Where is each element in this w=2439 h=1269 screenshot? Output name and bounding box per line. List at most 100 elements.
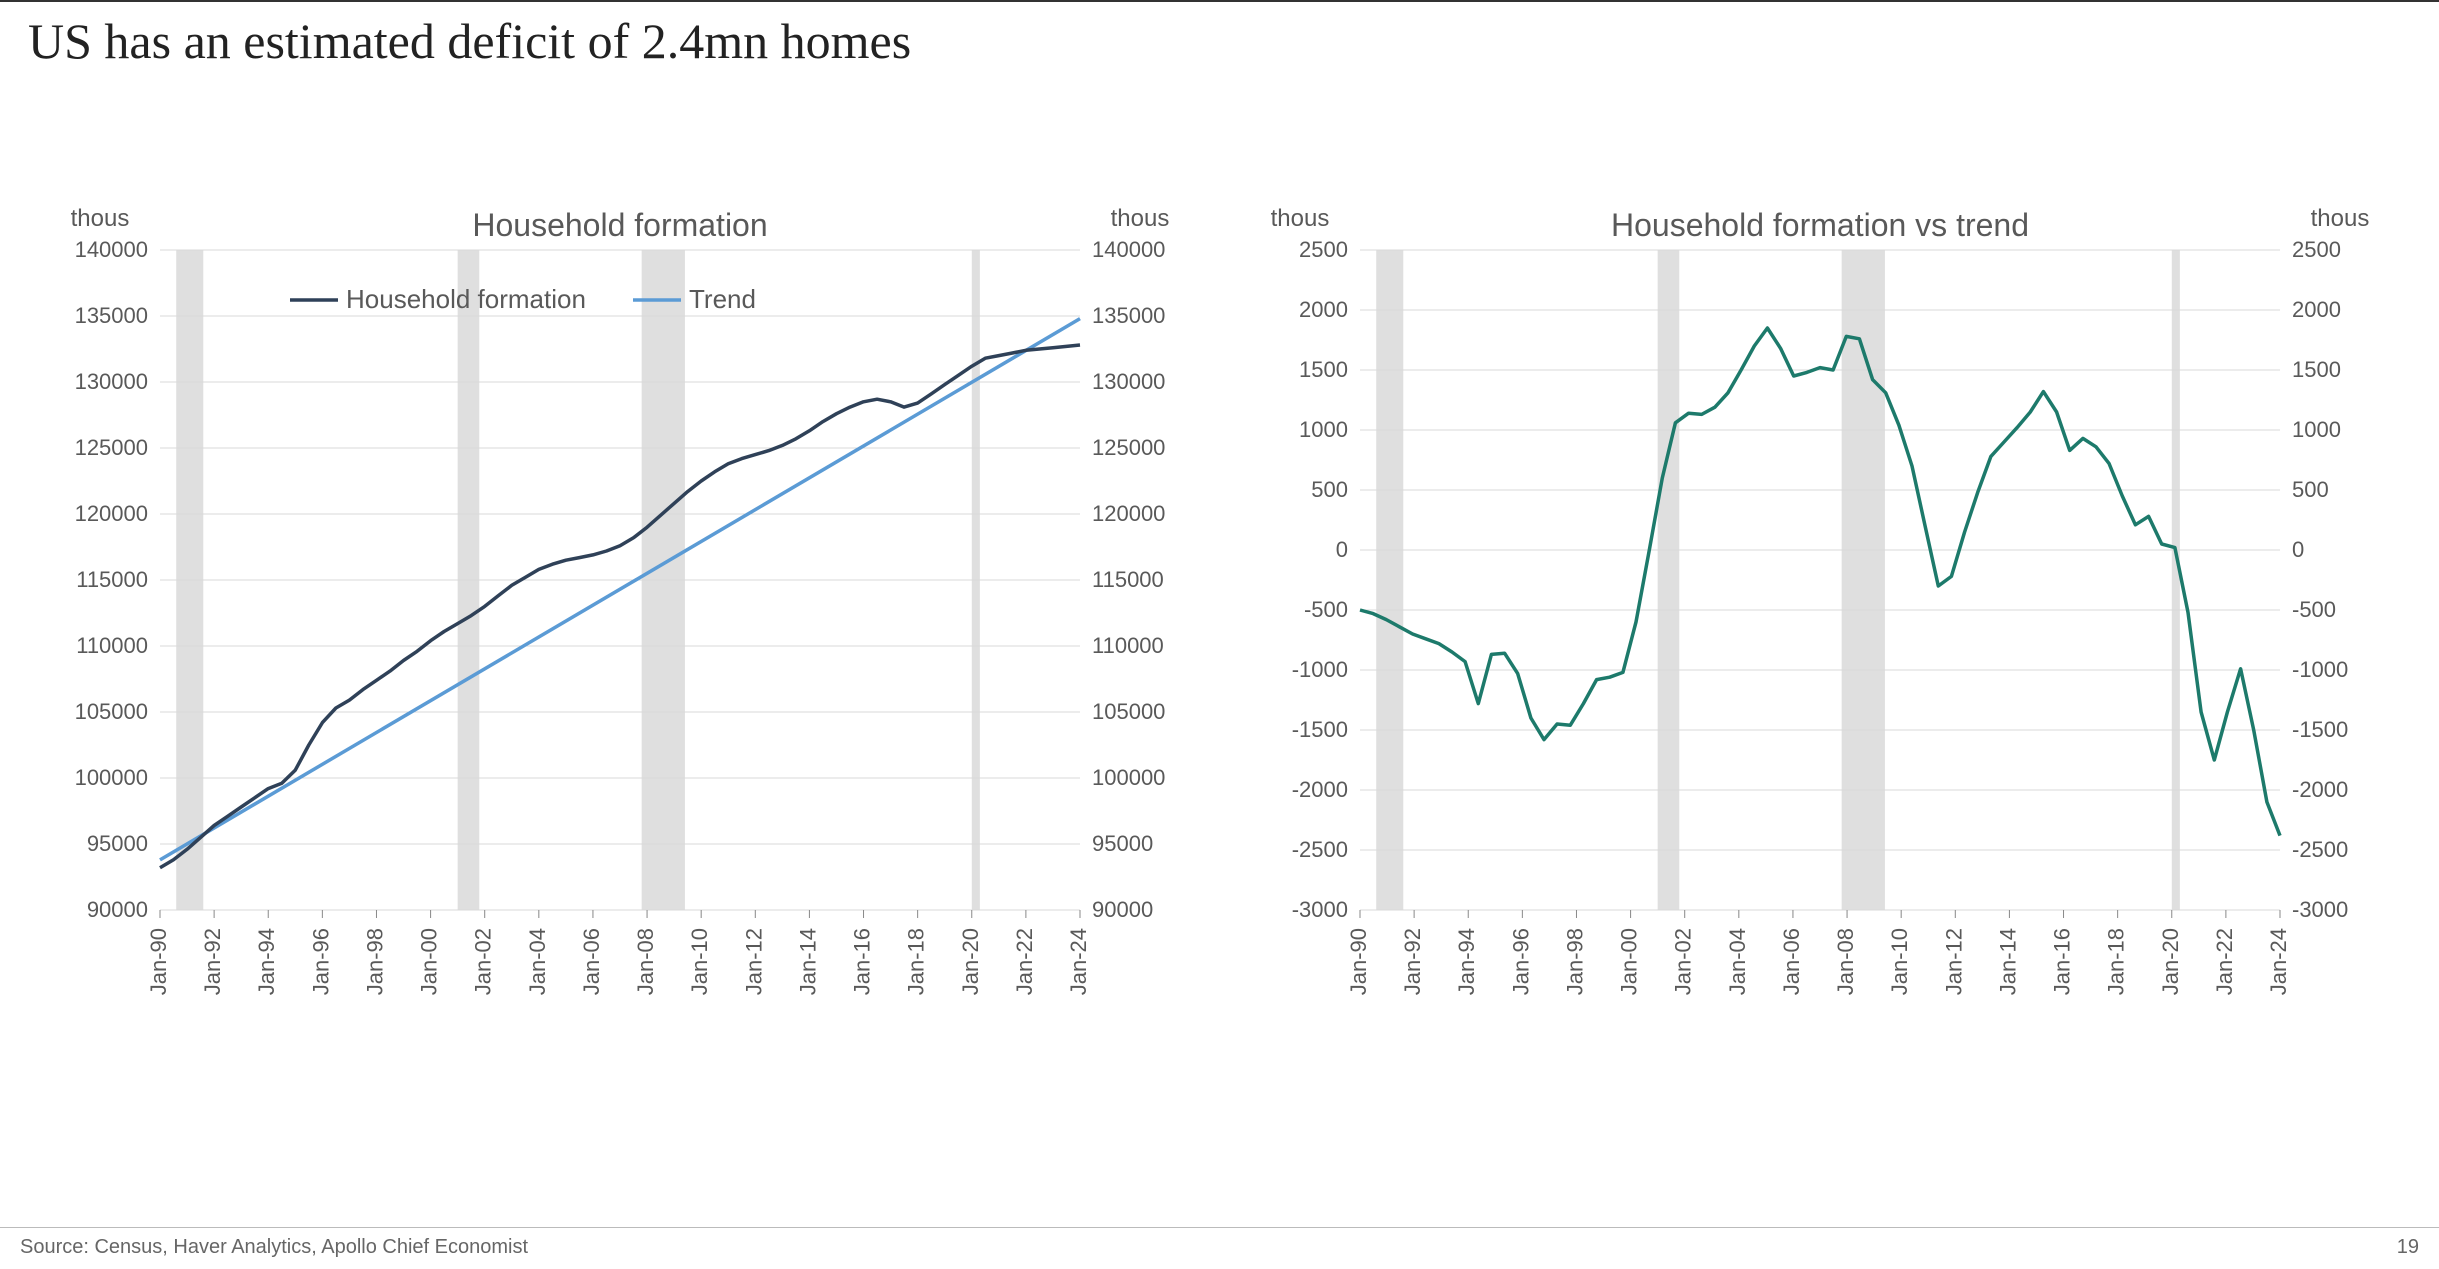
svg-text:Jan-06: Jan-06 xyxy=(579,928,604,995)
svg-text:Jan-24: Jan-24 xyxy=(1066,928,1091,995)
svg-text:95000: 95000 xyxy=(1092,831,1153,856)
svg-text:Jan-90: Jan-90 xyxy=(146,928,171,995)
svg-text:110000: 110000 xyxy=(76,633,148,658)
svg-text:Jan-22: Jan-22 xyxy=(1012,928,1037,995)
svg-text:-2000: -2000 xyxy=(1292,777,1348,802)
svg-text:2500: 2500 xyxy=(2292,237,2341,262)
svg-text:Jan-22: Jan-22 xyxy=(2212,928,2237,995)
svg-text:100000: 100000 xyxy=(1092,765,1165,790)
svg-text:120000: 120000 xyxy=(75,501,148,526)
svg-text:Jan-02: Jan-02 xyxy=(1671,928,1696,995)
source-text: Source: Census, Haver Analytics, Apollo … xyxy=(20,1236,528,1259)
svg-text:Jan-08: Jan-08 xyxy=(1833,928,1858,995)
svg-text:Jan-00: Jan-00 xyxy=(417,928,442,995)
svg-text:Household formation: Household formation xyxy=(472,207,767,243)
svg-text:125000: 125000 xyxy=(1092,435,1165,460)
svg-text:-500: -500 xyxy=(2292,597,2336,622)
svg-text:115000: 115000 xyxy=(76,567,148,592)
svg-text:140000: 140000 xyxy=(1092,237,1165,262)
svg-text:Jan-04: Jan-04 xyxy=(525,928,550,995)
svg-text:135000: 135000 xyxy=(1092,303,1165,328)
svg-text:135000: 135000 xyxy=(75,303,148,328)
svg-text:Jan-12: Jan-12 xyxy=(1941,928,1966,995)
svg-text:115000: 115000 xyxy=(1092,567,1164,592)
svg-text:Jan-06: Jan-06 xyxy=(1779,928,1804,995)
svg-text:140000: 140000 xyxy=(75,237,148,262)
svg-text:Jan-14: Jan-14 xyxy=(795,928,820,995)
svg-text:Household formation vs trend: Household formation vs trend xyxy=(1611,207,2029,243)
svg-text:Jan-12: Jan-12 xyxy=(741,928,766,995)
chart-left-block: 90000 90000 95000 95000 100000 100000 105000 10… xyxy=(40,190,1200,1090)
svg-text:500: 500 xyxy=(2292,477,2329,502)
svg-text:90000: 90000 xyxy=(87,897,148,922)
svg-text:120000: 120000 xyxy=(1092,501,1165,526)
svg-text:Jan-98: Jan-98 xyxy=(1562,928,1587,995)
svg-text:95000: 95000 xyxy=(87,831,148,856)
svg-text:-3000: -3000 xyxy=(1292,897,1348,922)
svg-text:Jan-04: Jan-04 xyxy=(1725,928,1750,995)
svg-text:Jan-24: Jan-24 xyxy=(2266,928,2291,995)
svg-text:0: 0 xyxy=(1336,537,1348,562)
svg-text:thous: thous xyxy=(2311,205,2370,232)
svg-text:-1000: -1000 xyxy=(2292,657,2348,682)
charts-row: 9000090000950009500010000010000010500010… xyxy=(0,70,2439,1090)
chart-left-svg: 90000 90000 95000 95000 100000 100000 105000 10… xyxy=(40,190,1200,1090)
svg-text:Jan-20: Jan-20 xyxy=(2158,928,2183,995)
svg-text:500: 500 xyxy=(1311,477,1348,502)
chart-right-svg: -3000 -3000 -2500 -2500 -2000 -2000 -1500 -1500… xyxy=(1240,190,2400,1090)
page-number: 19 xyxy=(2397,1236,2419,1259)
svg-text:Jan-16: Jan-16 xyxy=(850,928,875,995)
chart-right-block: -3000 -3000 -2500 -2500 -2000 -2000 -1500 -1500… xyxy=(1240,190,2400,1090)
svg-text:Jan-94: Jan-94 xyxy=(1454,928,1479,995)
svg-text:110000: 110000 xyxy=(1092,633,1164,658)
svg-text:Jan-20: Jan-20 xyxy=(958,928,983,995)
svg-text:-1500: -1500 xyxy=(2292,717,2348,742)
svg-text:105000: 105000 xyxy=(75,699,148,724)
svg-text:100000: 100000 xyxy=(75,765,148,790)
svg-text:Jan-10: Jan-10 xyxy=(1887,928,1912,995)
svg-text:Jan-18: Jan-18 xyxy=(2104,928,2129,995)
svg-text:Household formation: Household formation xyxy=(346,284,586,314)
svg-text:Jan-90: Jan-90 xyxy=(1346,928,1371,995)
page-title: US has an estimated deficit of 2.4mn hom… xyxy=(0,2,2439,70)
svg-text:-3000: -3000 xyxy=(2292,897,2348,922)
svg-text:Jan-98: Jan-98 xyxy=(362,928,387,995)
svg-text:1000: 1000 xyxy=(2292,417,2341,442)
svg-text:-1000: -1000 xyxy=(1292,657,1348,682)
svg-text:-1500: -1500 xyxy=(1292,717,1348,742)
svg-text:125000: 125000 xyxy=(75,435,148,460)
svg-text:130000: 130000 xyxy=(1092,369,1165,394)
svg-text:Jan-16: Jan-16 xyxy=(2050,928,2075,995)
svg-text:Jan-94: Jan-94 xyxy=(254,928,279,995)
svg-text:Jan-96: Jan-96 xyxy=(308,928,333,995)
svg-text:-2000: -2000 xyxy=(2292,777,2348,802)
svg-text:thous: thous xyxy=(1271,205,1330,232)
svg-text:130000: 130000 xyxy=(75,369,148,394)
svg-text:Jan-92: Jan-92 xyxy=(200,928,225,995)
svg-text:2000: 2000 xyxy=(2292,297,2341,322)
svg-text:1500: 1500 xyxy=(2292,357,2341,382)
svg-text:0: 0 xyxy=(2292,537,2304,562)
svg-text:1000: 1000 xyxy=(1299,417,1348,442)
svg-text:Jan-08: Jan-08 xyxy=(633,928,658,995)
svg-text:Jan-02: Jan-02 xyxy=(471,928,496,995)
page: US has an estimated deficit of 2.4mn hom… xyxy=(0,0,2439,1269)
svg-text:Jan-00: Jan-00 xyxy=(1617,928,1642,995)
svg-text:Jan-92: Jan-92 xyxy=(1400,928,1425,995)
svg-text:thous: thous xyxy=(1111,205,1170,232)
svg-text:Jan-10: Jan-10 xyxy=(687,928,712,995)
svg-text:-2500: -2500 xyxy=(1292,837,1348,862)
svg-text:105000: 105000 xyxy=(1092,699,1165,724)
svg-text:Trend: Trend xyxy=(689,284,756,314)
svg-text:1500: 1500 xyxy=(1299,357,1348,382)
svg-text:90000: 90000 xyxy=(1092,897,1153,922)
svg-text:Jan-14: Jan-14 xyxy=(1995,928,2020,995)
svg-text:2000: 2000 xyxy=(1299,297,1348,322)
svg-text:2500: 2500 xyxy=(1299,237,1348,262)
svg-text:-500: -500 xyxy=(1304,597,1348,622)
svg-text:thous: thous xyxy=(71,205,130,232)
footer: Source: Census, Haver Analytics, Apollo … xyxy=(0,1227,2439,1259)
svg-text:Jan-18: Jan-18 xyxy=(904,928,929,995)
svg-text:Jan-96: Jan-96 xyxy=(1508,928,1533,995)
svg-text:-2500: -2500 xyxy=(2292,837,2348,862)
